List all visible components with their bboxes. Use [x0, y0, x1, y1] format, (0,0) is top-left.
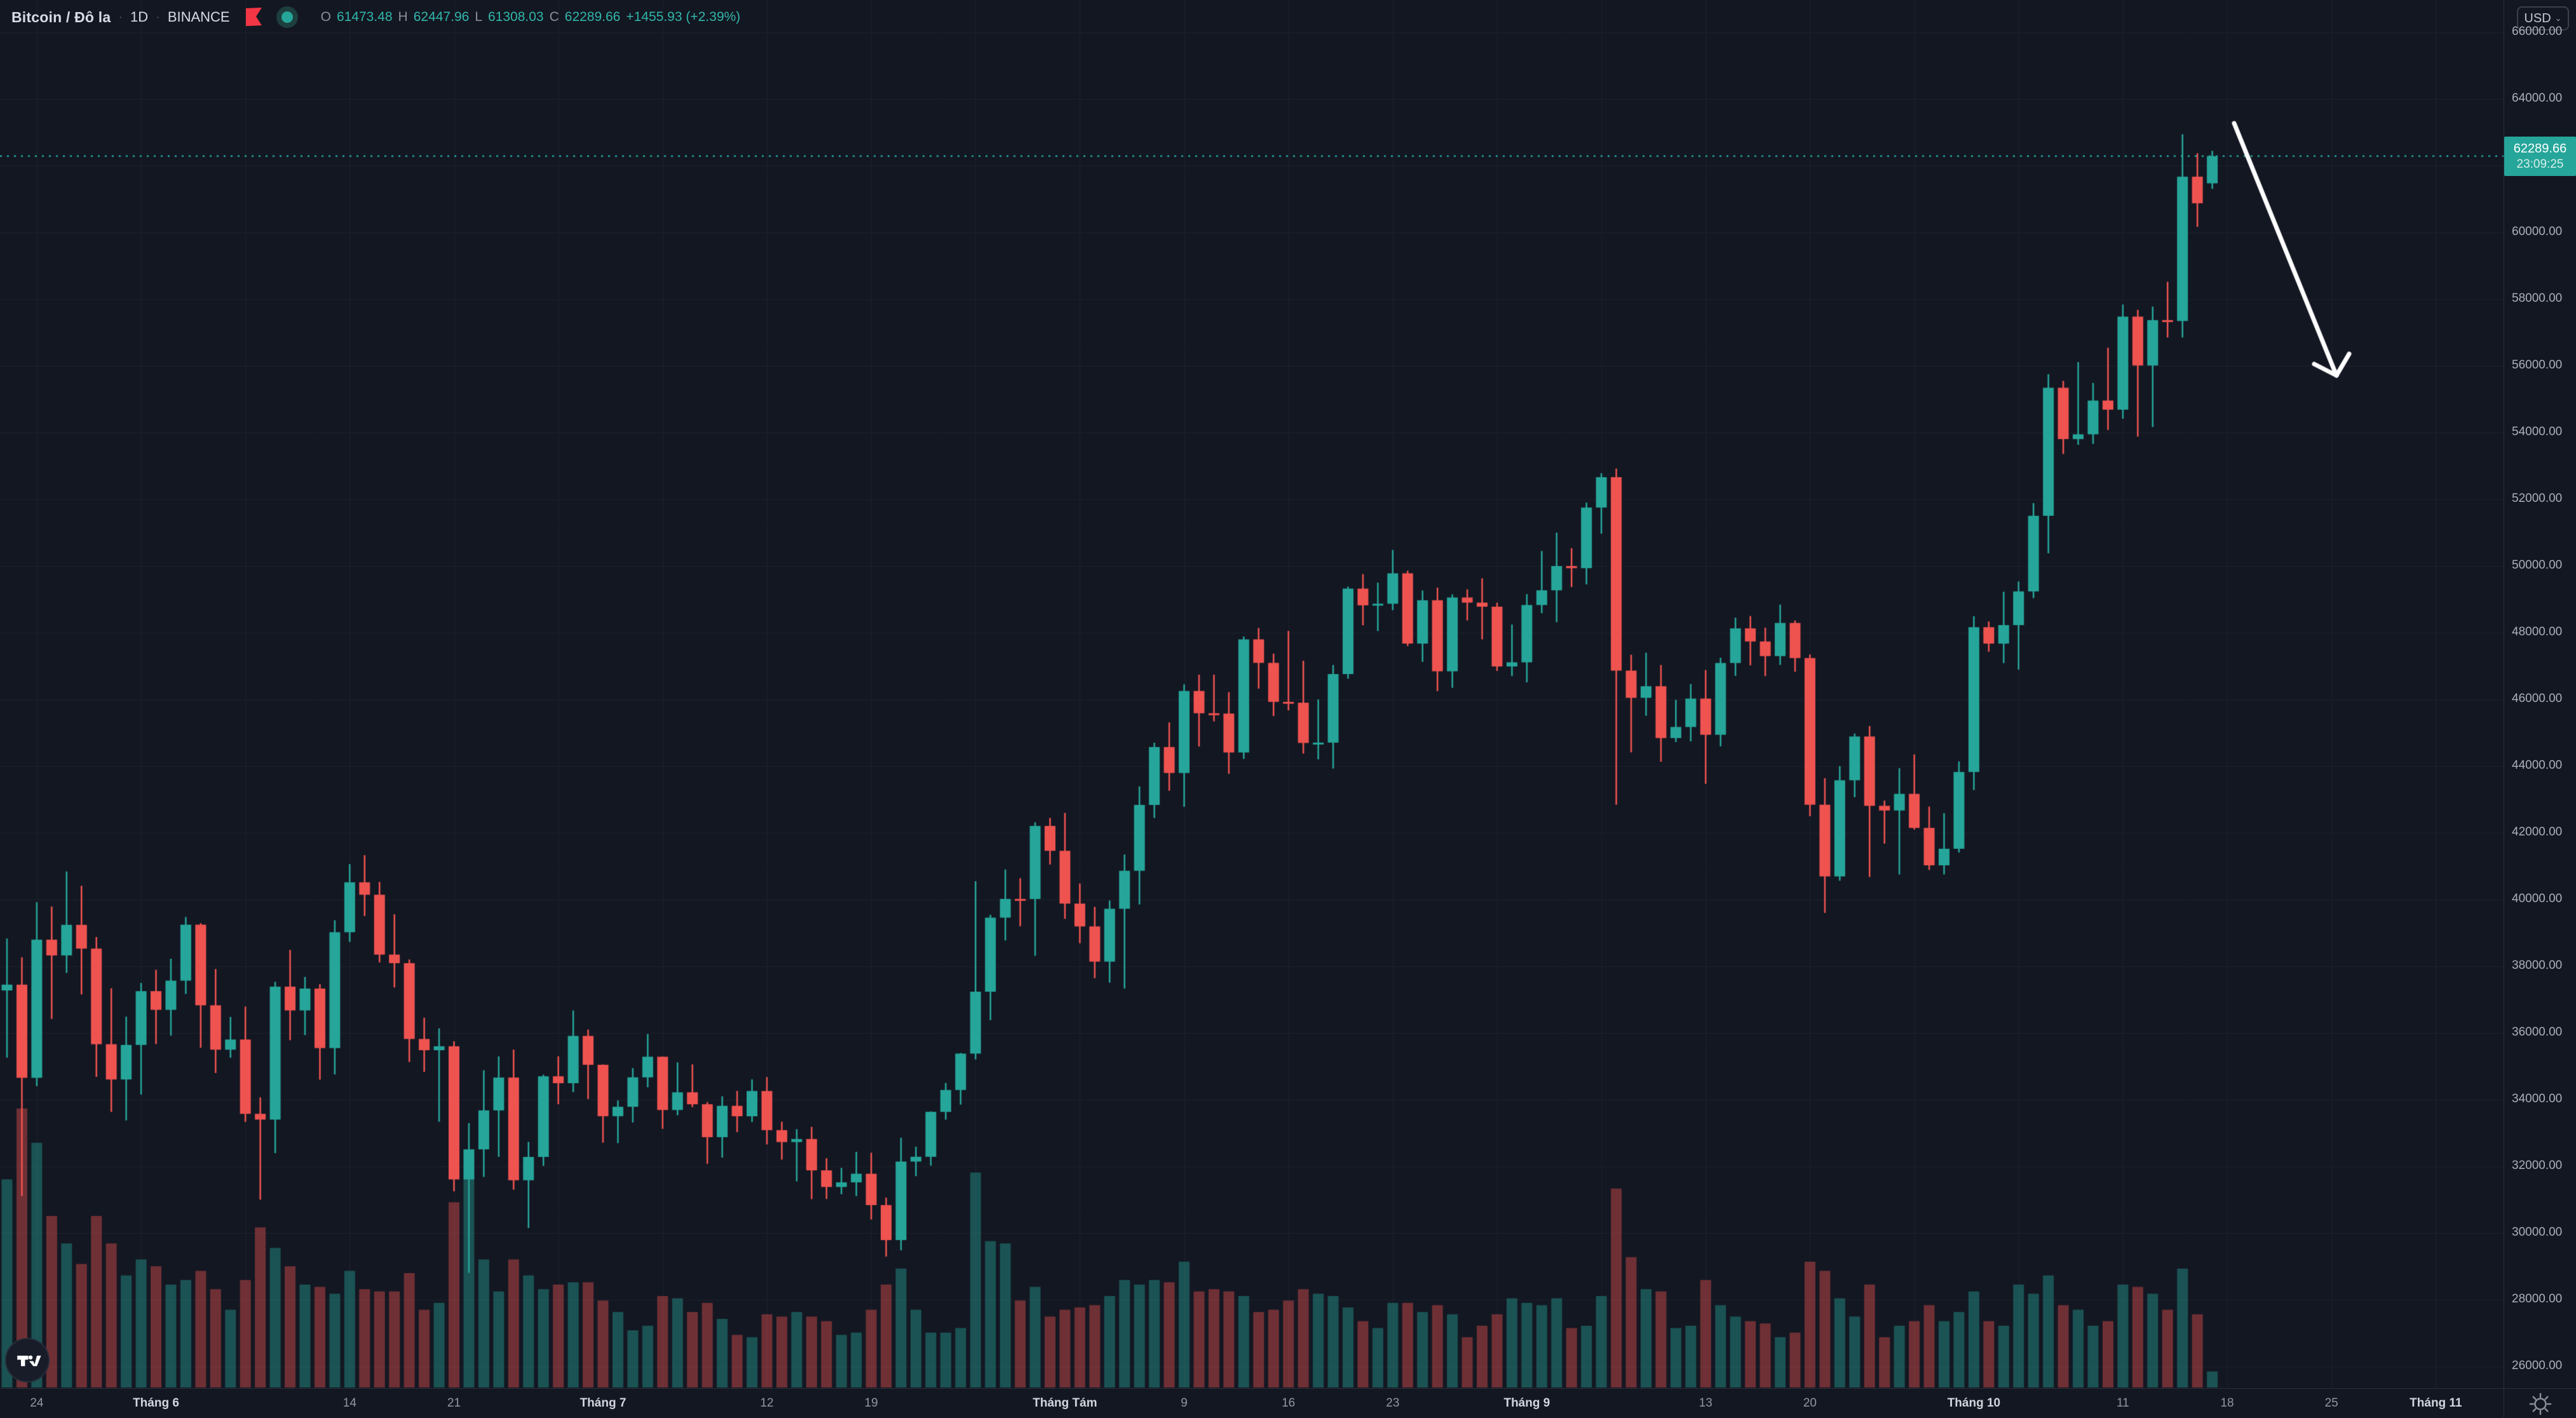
change-value: +1455.93 (+2.39%) [626, 10, 741, 24]
currency-selector-button[interactable]: USD ⌄ [2517, 6, 2569, 30]
price-axis-label: 40000.00 [2512, 891, 2563, 905]
time-axis-label: 11 [2117, 1396, 2129, 1410]
close-label: C [549, 10, 559, 24]
price-axis-label: 30000.00 [2512, 1225, 2563, 1239]
time-axis-label: 25 [2324, 1396, 2338, 1410]
time-axis-label: 19 [864, 1396, 878, 1410]
time-axis-label: 21 [447, 1396, 461, 1410]
price-axis-label: 48000.00 [2512, 625, 2563, 638]
chevron-down-icon: ⌄ [2554, 13, 2562, 23]
axis-corner [2504, 1388, 2576, 1418]
ohlc-readout: O 61473.48 H 62447.96 L 61308.03 C 62289… [321, 10, 741, 25]
theme-sun-icon[interactable] [2529, 1393, 2552, 1415]
symbol-legend: Bitcoin / Đô la · 1D · BINANCE O 61473.4… [11, 6, 740, 28]
symbol-name[interactable]: Bitcoin / Đô la [11, 8, 111, 25]
high-label: H [398, 10, 408, 24]
price-axis-label: 38000.00 [2512, 958, 2563, 972]
price-axis-label: 42000.00 [2512, 825, 2563, 839]
price-axis-label: 44000.00 [2512, 758, 2563, 772]
close-value: 62289.66 [564, 10, 621, 24]
time-axis-label: 13 [1698, 1396, 1712, 1410]
price-axis-label: 36000.00 [2512, 1025, 2563, 1039]
time-axis-label: 12 [760, 1396, 774, 1410]
high-value: 62447.96 [413, 10, 470, 24]
time-axis-label: 20 [1803, 1396, 1817, 1410]
last-price-value: 62289.66 [2513, 141, 2567, 156]
candle-countdown: 23:09:25 [2516, 157, 2564, 171]
time-axis-label: Tháng Tám [1033, 1396, 1097, 1410]
time-axis-label: 24 [30, 1396, 44, 1410]
price-axis-label: 34000.00 [2512, 1091, 2563, 1105]
timeframe-label[interactable]: 1D [130, 9, 149, 25]
price-axis-label: 58000.00 [2512, 291, 2563, 305]
price-axis-label: 52000.00 [2512, 491, 2563, 505]
price-axis-label: 32000.00 [2512, 1158, 2563, 1172]
open-value: 61473.48 [336, 10, 393, 24]
price-axis-label: 26000.00 [2512, 1358, 2563, 1372]
time-axis-label: Tháng 7 [580, 1396, 627, 1410]
time-axis-label: Tháng 11 [2410, 1396, 2462, 1410]
tradingview-logo[interactable] [5, 1338, 50, 1382]
price-axis-label: 50000.00 [2512, 558, 2563, 572]
time-axis-label: 16 [1282, 1396, 1296, 1410]
price-axis-label: 60000.00 [2512, 224, 2563, 238]
time-axis-label: 18 [2220, 1396, 2234, 1410]
time-axis-label: 14 [342, 1396, 356, 1410]
price-axis-label: 28000.00 [2512, 1292, 2563, 1306]
low-label: L [475, 10, 482, 24]
price-axis-label: 64000.00 [2512, 91, 2563, 105]
exchange-label[interactable]: BINANCE [167, 9, 230, 25]
price-axis[interactable]: USD ⌄ 66000.0064000.0062000.0060000.0058… [2504, 0, 2576, 1388]
price-axis-label: 54000.00 [2512, 424, 2563, 438]
price-axis-label: 56000.00 [2512, 358, 2563, 372]
time-axis-label: Tháng 9 [1503, 1396, 1550, 1410]
currency-label: USD [2524, 11, 2551, 25]
separator-dot: · [118, 10, 123, 24]
separator-dot: · [156, 10, 160, 24]
tradingview-logo-glyph [17, 1355, 41, 1367]
open-label: O [320, 10, 331, 24]
market-status-dot-icon[interactable] [276, 6, 298, 28]
price-axis-label: 46000.00 [2512, 691, 2563, 705]
price-axis-label: 66000.00 [2512, 24, 2563, 38]
flag-icon[interactable] [245, 8, 262, 27]
time-axis[interactable]: 24 Tháng 6 14 21 Tháng 7 12 19 Tháng Tám 9 16 23 Th… [0, 1388, 2504, 1418]
low-value: 61308.03 [488, 10, 544, 24]
time-axis-label: Tháng 6 [133, 1396, 179, 1410]
last-price-tag: 62289.66 23:09:25 [2504, 136, 2576, 176]
time-axis-label: 23 [1386, 1396, 1400, 1410]
time-axis-label: Tháng 10 [1947, 1396, 2001, 1410]
time-axis-label: 9 [1181, 1396, 1188, 1410]
